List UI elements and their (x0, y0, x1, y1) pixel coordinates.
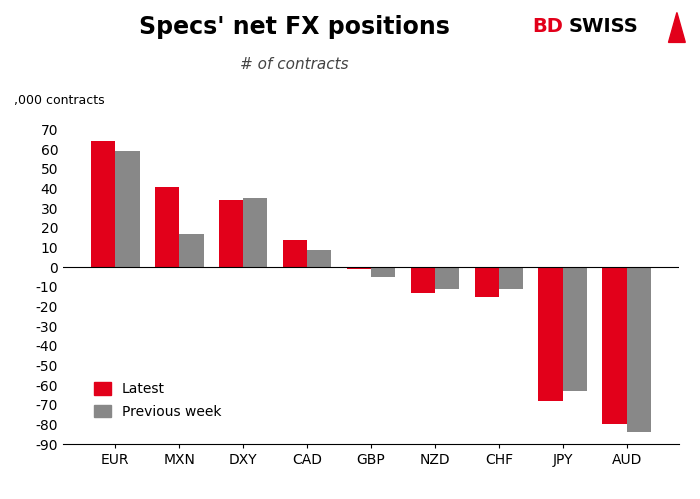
Bar (411, 267, 435, 293)
Text: SWISS: SWISS (568, 17, 638, 36)
Text: ,000 contracts: ,000 contracts (14, 94, 104, 107)
Bar (603, 267, 627, 425)
Bar (179, 234, 204, 267)
Bar (243, 199, 267, 267)
Bar (371, 267, 395, 277)
Text: BD: BD (532, 17, 563, 36)
Bar (499, 267, 523, 289)
Legend: Latest, Previous week: Latest, Previous week (88, 377, 227, 424)
Bar (435, 267, 459, 289)
Bar (91, 141, 116, 267)
Bar (307, 250, 331, 267)
Bar (283, 240, 307, 267)
Bar (475, 267, 499, 297)
Bar (116, 151, 139, 267)
Text: Specs' net FX positions: Specs' net FX positions (139, 15, 449, 39)
Bar (626, 267, 651, 432)
Text: # of contracts: # of contracts (239, 57, 349, 72)
Bar (219, 201, 243, 267)
Bar (538, 267, 563, 401)
Bar (563, 267, 587, 391)
Bar (346, 267, 371, 269)
Bar (155, 187, 179, 267)
